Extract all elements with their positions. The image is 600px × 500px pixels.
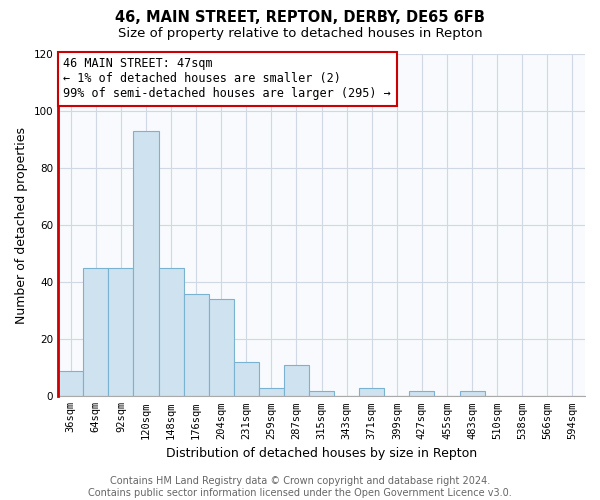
Bar (158, 268, 184, 396)
Bar (234, 362, 259, 396)
Bar (133, 131, 158, 396)
Text: 46 MAIN STREET: 47sqm
← 1% of detached houses are smaller (2)
99% of semi-detach: 46 MAIN STREET: 47sqm ← 1% of detached h… (64, 58, 391, 100)
Bar (409, 390, 434, 396)
Bar (58, 370, 83, 396)
Bar (184, 294, 209, 397)
Bar (259, 388, 284, 396)
Bar (209, 300, 234, 396)
Text: Contains HM Land Registry data © Crown copyright and database right 2024.
Contai: Contains HM Land Registry data © Crown c… (88, 476, 512, 498)
Bar (83, 268, 109, 396)
Text: 46, MAIN STREET, REPTON, DERBY, DE65 6FB: 46, MAIN STREET, REPTON, DERBY, DE65 6FB (115, 10, 485, 25)
Text: Size of property relative to detached houses in Repton: Size of property relative to detached ho… (118, 28, 482, 40)
X-axis label: Distribution of detached houses by size in Repton: Distribution of detached houses by size … (166, 447, 477, 460)
Bar (359, 388, 385, 396)
Bar (309, 390, 334, 396)
Bar (109, 268, 133, 396)
Bar (284, 365, 309, 396)
Bar (460, 390, 485, 396)
Y-axis label: Number of detached properties: Number of detached properties (15, 126, 28, 324)
